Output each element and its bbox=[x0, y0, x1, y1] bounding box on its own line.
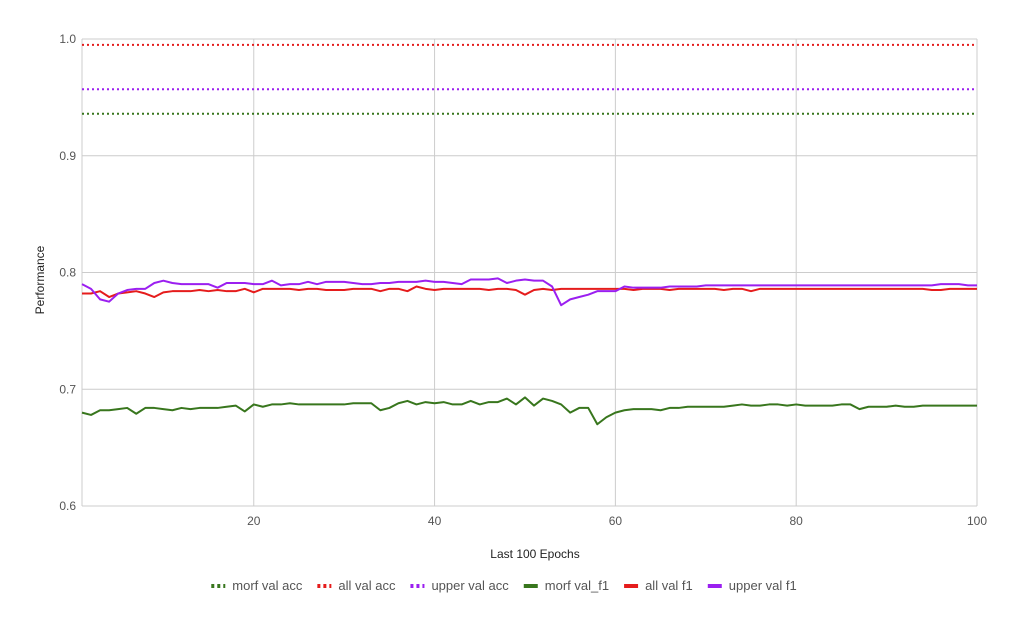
legend: morf val acc all val acc upper val acc morf… bbox=[211, 578, 797, 593]
y-tick-label: 0.8 bbox=[59, 266, 76, 280]
series-line-all-val-f1 bbox=[82, 285, 977, 299]
legend-label: upper val acc bbox=[431, 578, 509, 593]
x-axis-title: Last 100 Epochs bbox=[490, 547, 579, 561]
x-tick-label: 20 bbox=[247, 514, 261, 528]
y-axis-title: Performance bbox=[33, 245, 47, 314]
legend-item-all-val-acc: all val acc bbox=[317, 578, 396, 593]
grid-layer bbox=[81, 38, 978, 507]
x-tick-label: 40 bbox=[428, 514, 442, 528]
series-layer bbox=[81, 43, 977, 426]
y-tick-label: 0.7 bbox=[59, 382, 76, 396]
legend-item-upper-val-f1: upper val f1 bbox=[707, 578, 797, 593]
y-tick-label: 1.0 bbox=[59, 32, 76, 46]
y-tick-label: 0.6 bbox=[59, 499, 76, 513]
x-tick-label: 60 bbox=[609, 514, 623, 528]
series-line-morf-val-f1 bbox=[81, 396, 977, 426]
legend-item-morf-val-f1: morf val_f1 bbox=[523, 578, 609, 593]
legend-label: all val acc bbox=[338, 578, 396, 593]
legend-label: morf val_f1 bbox=[545, 578, 609, 593]
legend-item-upper-val-acc: upper val acc bbox=[410, 578, 509, 593]
series-line-upper-val-f1 bbox=[81, 277, 977, 307]
x-tick-label: 100 bbox=[967, 514, 987, 528]
legend-item-morf-val-acc: morf val acc bbox=[211, 578, 303, 593]
legend-label: upper val f1 bbox=[729, 578, 797, 593]
legend-item-all-val-f1: all val f1 bbox=[624, 578, 693, 593]
legend-label: morf val acc bbox=[232, 578, 303, 593]
x-tick-label: 80 bbox=[790, 514, 804, 528]
legend-label: all val f1 bbox=[645, 578, 693, 593]
axis-layer: 0.6 0.7 0.8 0.9 1.0 20 40 60 80 100 bbox=[59, 32, 987, 528]
y-tick-label: 0.9 bbox=[59, 149, 76, 163]
